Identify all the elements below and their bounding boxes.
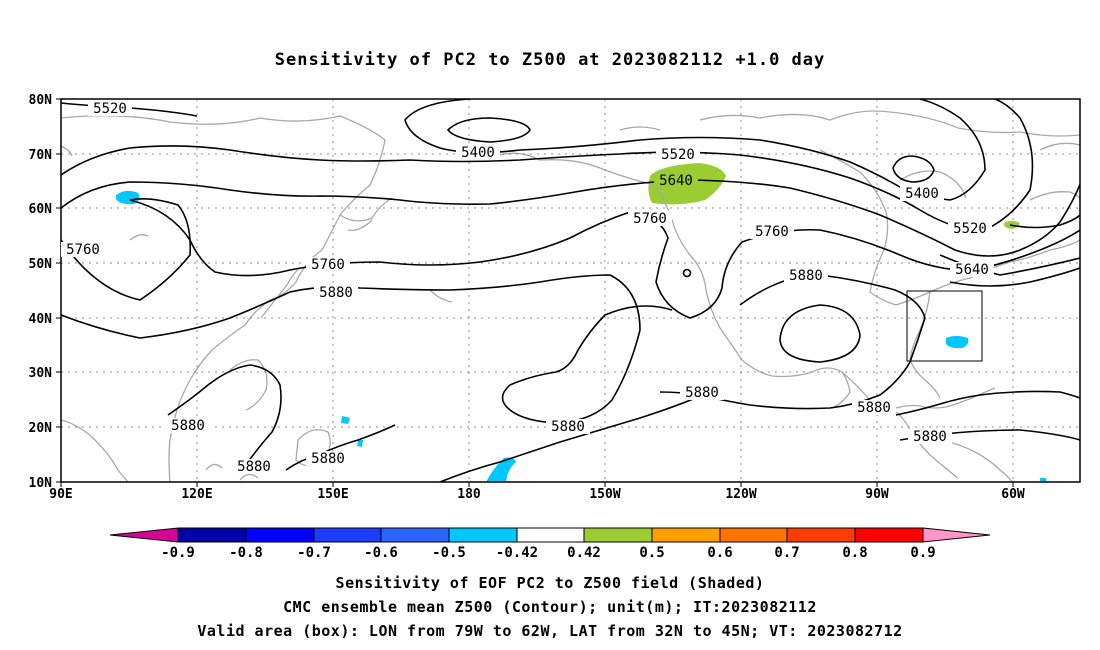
map-frame xyxy=(60,98,1081,483)
contour-label: 5880 xyxy=(319,285,353,301)
lon-label: 90W xyxy=(865,487,889,502)
colorbar-cell xyxy=(245,527,315,543)
lon-label: 150E xyxy=(317,487,348,502)
contour-5760-pacific xyxy=(61,198,192,301)
caption-line-1: Sensitivity of EOF PC2 to Z500 field (Sh… xyxy=(335,574,765,592)
colorbar-cell xyxy=(583,527,653,543)
contour-label: 5760 xyxy=(633,211,667,227)
contour-label: 5760 xyxy=(311,257,345,273)
colorbar-label: 0.8 xyxy=(842,545,867,561)
contour-5760-east xyxy=(949,267,1080,287)
contour-5880-lowest xyxy=(439,395,701,482)
contour-5880-high xyxy=(779,304,861,363)
colorbar-cell xyxy=(313,527,382,543)
contour-labels: 5520 5400 5520 5640 5760 5400 5520 5760 … xyxy=(61,101,994,475)
colorbar-label: 0.7 xyxy=(774,545,799,561)
contour-5400-high-low xyxy=(446,117,531,143)
caption-line-2: CMC ensemble mean Z500 (Contour); unit(m… xyxy=(283,598,817,616)
negative-sensitivity-area xyxy=(1040,478,1046,482)
colorbar-label: 0.9 xyxy=(910,545,935,561)
lon-label: 120E xyxy=(181,487,212,502)
lon-label: 150W xyxy=(589,487,620,502)
contour-label: 5880 xyxy=(311,451,345,467)
colorbar-cell xyxy=(448,527,518,543)
negative-sensitivity-area xyxy=(486,457,516,482)
contour-5880-east xyxy=(659,274,926,410)
colorbar-label: -0.5 xyxy=(432,545,466,561)
contour-5400-core xyxy=(892,155,935,183)
contour-small-closed xyxy=(682,268,692,278)
negative-sensitivity-area xyxy=(946,336,969,349)
caption-line-3: Valid area (box): LON from 79W to 62W, L… xyxy=(197,622,903,640)
contour-label: 5880 xyxy=(913,429,947,445)
colorbar xyxy=(109,527,991,543)
contour-label: 5760 xyxy=(66,242,100,258)
colorbar-low-extension xyxy=(109,527,179,543)
colorbar-label: 0.6 xyxy=(707,545,732,561)
contour-5880 xyxy=(61,274,641,424)
colorbar-high-extension xyxy=(922,527,991,543)
longitude-labels: 90E 120E 150E 180 150W 120W 90W 60W xyxy=(49,487,1025,502)
colorbar-cell xyxy=(719,527,788,543)
contour-5520 xyxy=(61,99,1034,233)
figure-title: Sensitivity of PC2 to Z500 at 2023082112… xyxy=(274,50,826,70)
contour-label: 5880 xyxy=(857,400,891,416)
contour-label: 5520 xyxy=(661,147,695,163)
contour-label: 5520 xyxy=(93,101,127,117)
lon-label: 120W xyxy=(725,487,756,502)
contour-5400-main xyxy=(404,99,986,201)
lat-label: 50N xyxy=(29,257,53,272)
contour-label: 5400 xyxy=(905,186,939,202)
colorbar-label: -0.42 xyxy=(496,545,538,561)
lat-label: 40N xyxy=(29,312,53,327)
valid-area-box xyxy=(906,290,983,362)
contour-label: 5400 xyxy=(461,145,495,161)
latitude-labels: 80N 70N 60N 50N 40N 30N 20N 10N xyxy=(29,93,53,491)
contour-label: 5880 xyxy=(685,385,719,401)
lat-label: 10N xyxy=(29,476,53,491)
lat-label: 70N xyxy=(29,148,53,163)
colorbar-cell xyxy=(651,527,721,543)
colorbar-label: -0.8 xyxy=(229,545,263,561)
colorbar-label: 0.5 xyxy=(639,545,664,561)
lon-label: 180 xyxy=(457,487,481,502)
colorbar-cell xyxy=(380,527,450,543)
lat-label: 20N xyxy=(29,421,53,436)
contour-5880-south xyxy=(285,424,396,471)
colorbar-label: -0.9 xyxy=(161,545,195,561)
z500-contours xyxy=(61,99,1080,482)
contour-5880-west xyxy=(167,364,282,463)
lat-label: 30N xyxy=(29,366,53,381)
colorbar-label: 0.42 xyxy=(567,545,601,561)
lon-label: 60W xyxy=(1001,487,1025,502)
colorbar-cell xyxy=(854,527,924,543)
contour-label: 5880 xyxy=(789,268,823,284)
negative-sensitivity-area xyxy=(357,440,363,447)
contour-5880-central xyxy=(555,305,673,373)
contour-5760 xyxy=(129,199,1080,319)
colorbar-labels: -0.9 -0.8 -0.7 -0.6 -0.5 -0.42 0.42 0.5 … xyxy=(161,545,936,561)
contour-label: 5640 xyxy=(659,173,693,189)
negative-sensitivity-area xyxy=(341,416,350,424)
colorbar-cell xyxy=(516,527,585,543)
lat-label: 60N xyxy=(29,202,53,217)
colorbar-label: -0.6 xyxy=(364,545,398,561)
contour-label: 5640 xyxy=(955,262,989,278)
lat-label: 80N xyxy=(29,93,53,108)
colorbar-label: -0.7 xyxy=(297,545,331,561)
contour-label: 5880 xyxy=(171,418,205,434)
contour-label: 5880 xyxy=(237,459,271,475)
colorbar-cell xyxy=(177,527,247,543)
axis-ticks xyxy=(56,98,1014,487)
colorbar-cell xyxy=(786,527,856,543)
contour-5640 xyxy=(61,179,1080,257)
contour-label: 5760 xyxy=(755,224,789,240)
contour-label: 5520 xyxy=(953,221,987,237)
contour-5520-east xyxy=(1009,214,1080,229)
contour-5880-atlantic xyxy=(895,390,1080,416)
contour-label: 5880 xyxy=(551,419,585,435)
lon-label: 90E xyxy=(49,487,72,502)
